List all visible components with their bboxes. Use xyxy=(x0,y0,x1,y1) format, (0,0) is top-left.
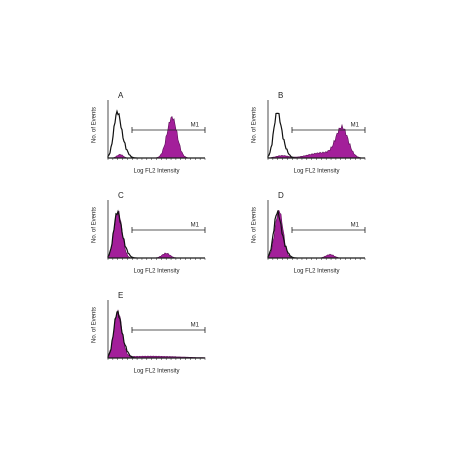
panel-label: A xyxy=(118,91,124,100)
histogram-panel: D No. of Events Log FL2 Intensity M1 xyxy=(252,191,366,275)
panel-label: D xyxy=(278,191,284,200)
x-axis-label: Log FL2 Intensity xyxy=(133,169,179,175)
histogram-panel: E No. of Events Log FL2 Intensity M1 xyxy=(92,291,206,375)
marker-label: M1 xyxy=(351,223,360,229)
y-axis-label: No. of Events xyxy=(252,107,258,143)
x-axis-label: Log FL2 Intensity xyxy=(133,369,179,375)
x-axis-label: Log FL2 Intensity xyxy=(293,169,339,175)
x-axis-label: Log FL2 Intensity xyxy=(133,269,179,275)
y-axis-label: No. of Events xyxy=(92,207,98,243)
histogram-panel: C No. of Events Log FL2 Intensity M1 xyxy=(92,191,206,275)
marker-label: M1 xyxy=(191,123,200,129)
marker-label: M1 xyxy=(191,223,200,229)
histogram-panel: A No. of Events Log FL2 Intensity M1 xyxy=(92,91,206,175)
y-axis-label: No. of Events xyxy=(92,107,98,143)
filled-histogram xyxy=(267,123,366,159)
y-axis-label: No. of Events xyxy=(252,207,258,243)
y-axis-label: No. of Events xyxy=(92,307,98,343)
x-axis-label: Log FL2 Intensity xyxy=(293,269,339,275)
marker-label: M1 xyxy=(191,323,200,329)
panel-label: B xyxy=(278,91,283,100)
panel-label: E xyxy=(118,291,123,300)
marker-label: M1 xyxy=(351,123,360,129)
panel-label: C xyxy=(118,191,124,200)
histogram-panel: B No. of Events Log FL2 Intensity M1 xyxy=(252,91,366,175)
